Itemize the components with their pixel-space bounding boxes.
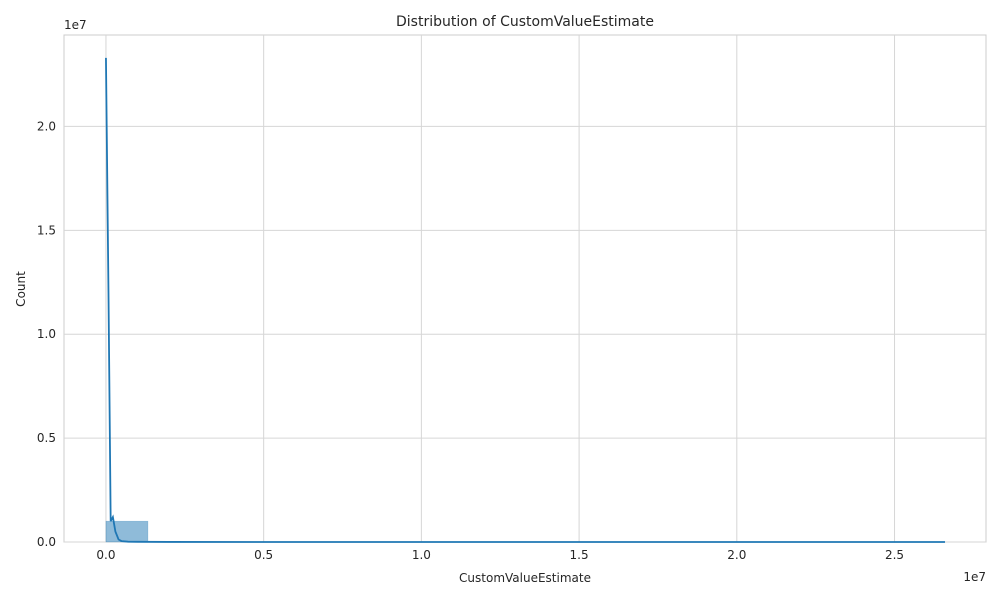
x-tick-label: 1.5 <box>570 548 589 562</box>
chart-title: Distribution of CustomValueEstimate <box>396 14 654 30</box>
plot-area <box>63 34 987 543</box>
kde-line <box>105 57 945 543</box>
x-tick-label: 0.0 <box>96 548 115 562</box>
y-axis-label: Count <box>14 271 28 307</box>
y-tick-label: 2.0 <box>37 119 56 133</box>
x-tick-label: 1.0 <box>412 548 431 562</box>
x-tick-labels: 0.0 0.5 1.0 1.5 2.0 2.5 <box>96 548 904 562</box>
y-offset-label: 1e7 <box>64 18 87 32</box>
histogram-bar-0 <box>105 520 149 543</box>
x-axis-label: CustomValueEstimate <box>459 571 591 585</box>
y-tick-labels: 0.0 0.5 1.0 1.5 2.0 <box>37 119 56 549</box>
x-tick-label: 2.0 <box>727 548 746 562</box>
x-offset-label: 1e7 <box>963 570 986 584</box>
x-tick-label: 2.5 <box>885 548 904 562</box>
y-tick-label: 1.0 <box>37 327 56 341</box>
y-tick-label: 0.0 <box>37 535 56 549</box>
y-tick-label: 1.5 <box>37 223 56 237</box>
y-tick-label: 0.5 <box>37 431 56 445</box>
x-tick-label: 0.5 <box>254 548 273 562</box>
